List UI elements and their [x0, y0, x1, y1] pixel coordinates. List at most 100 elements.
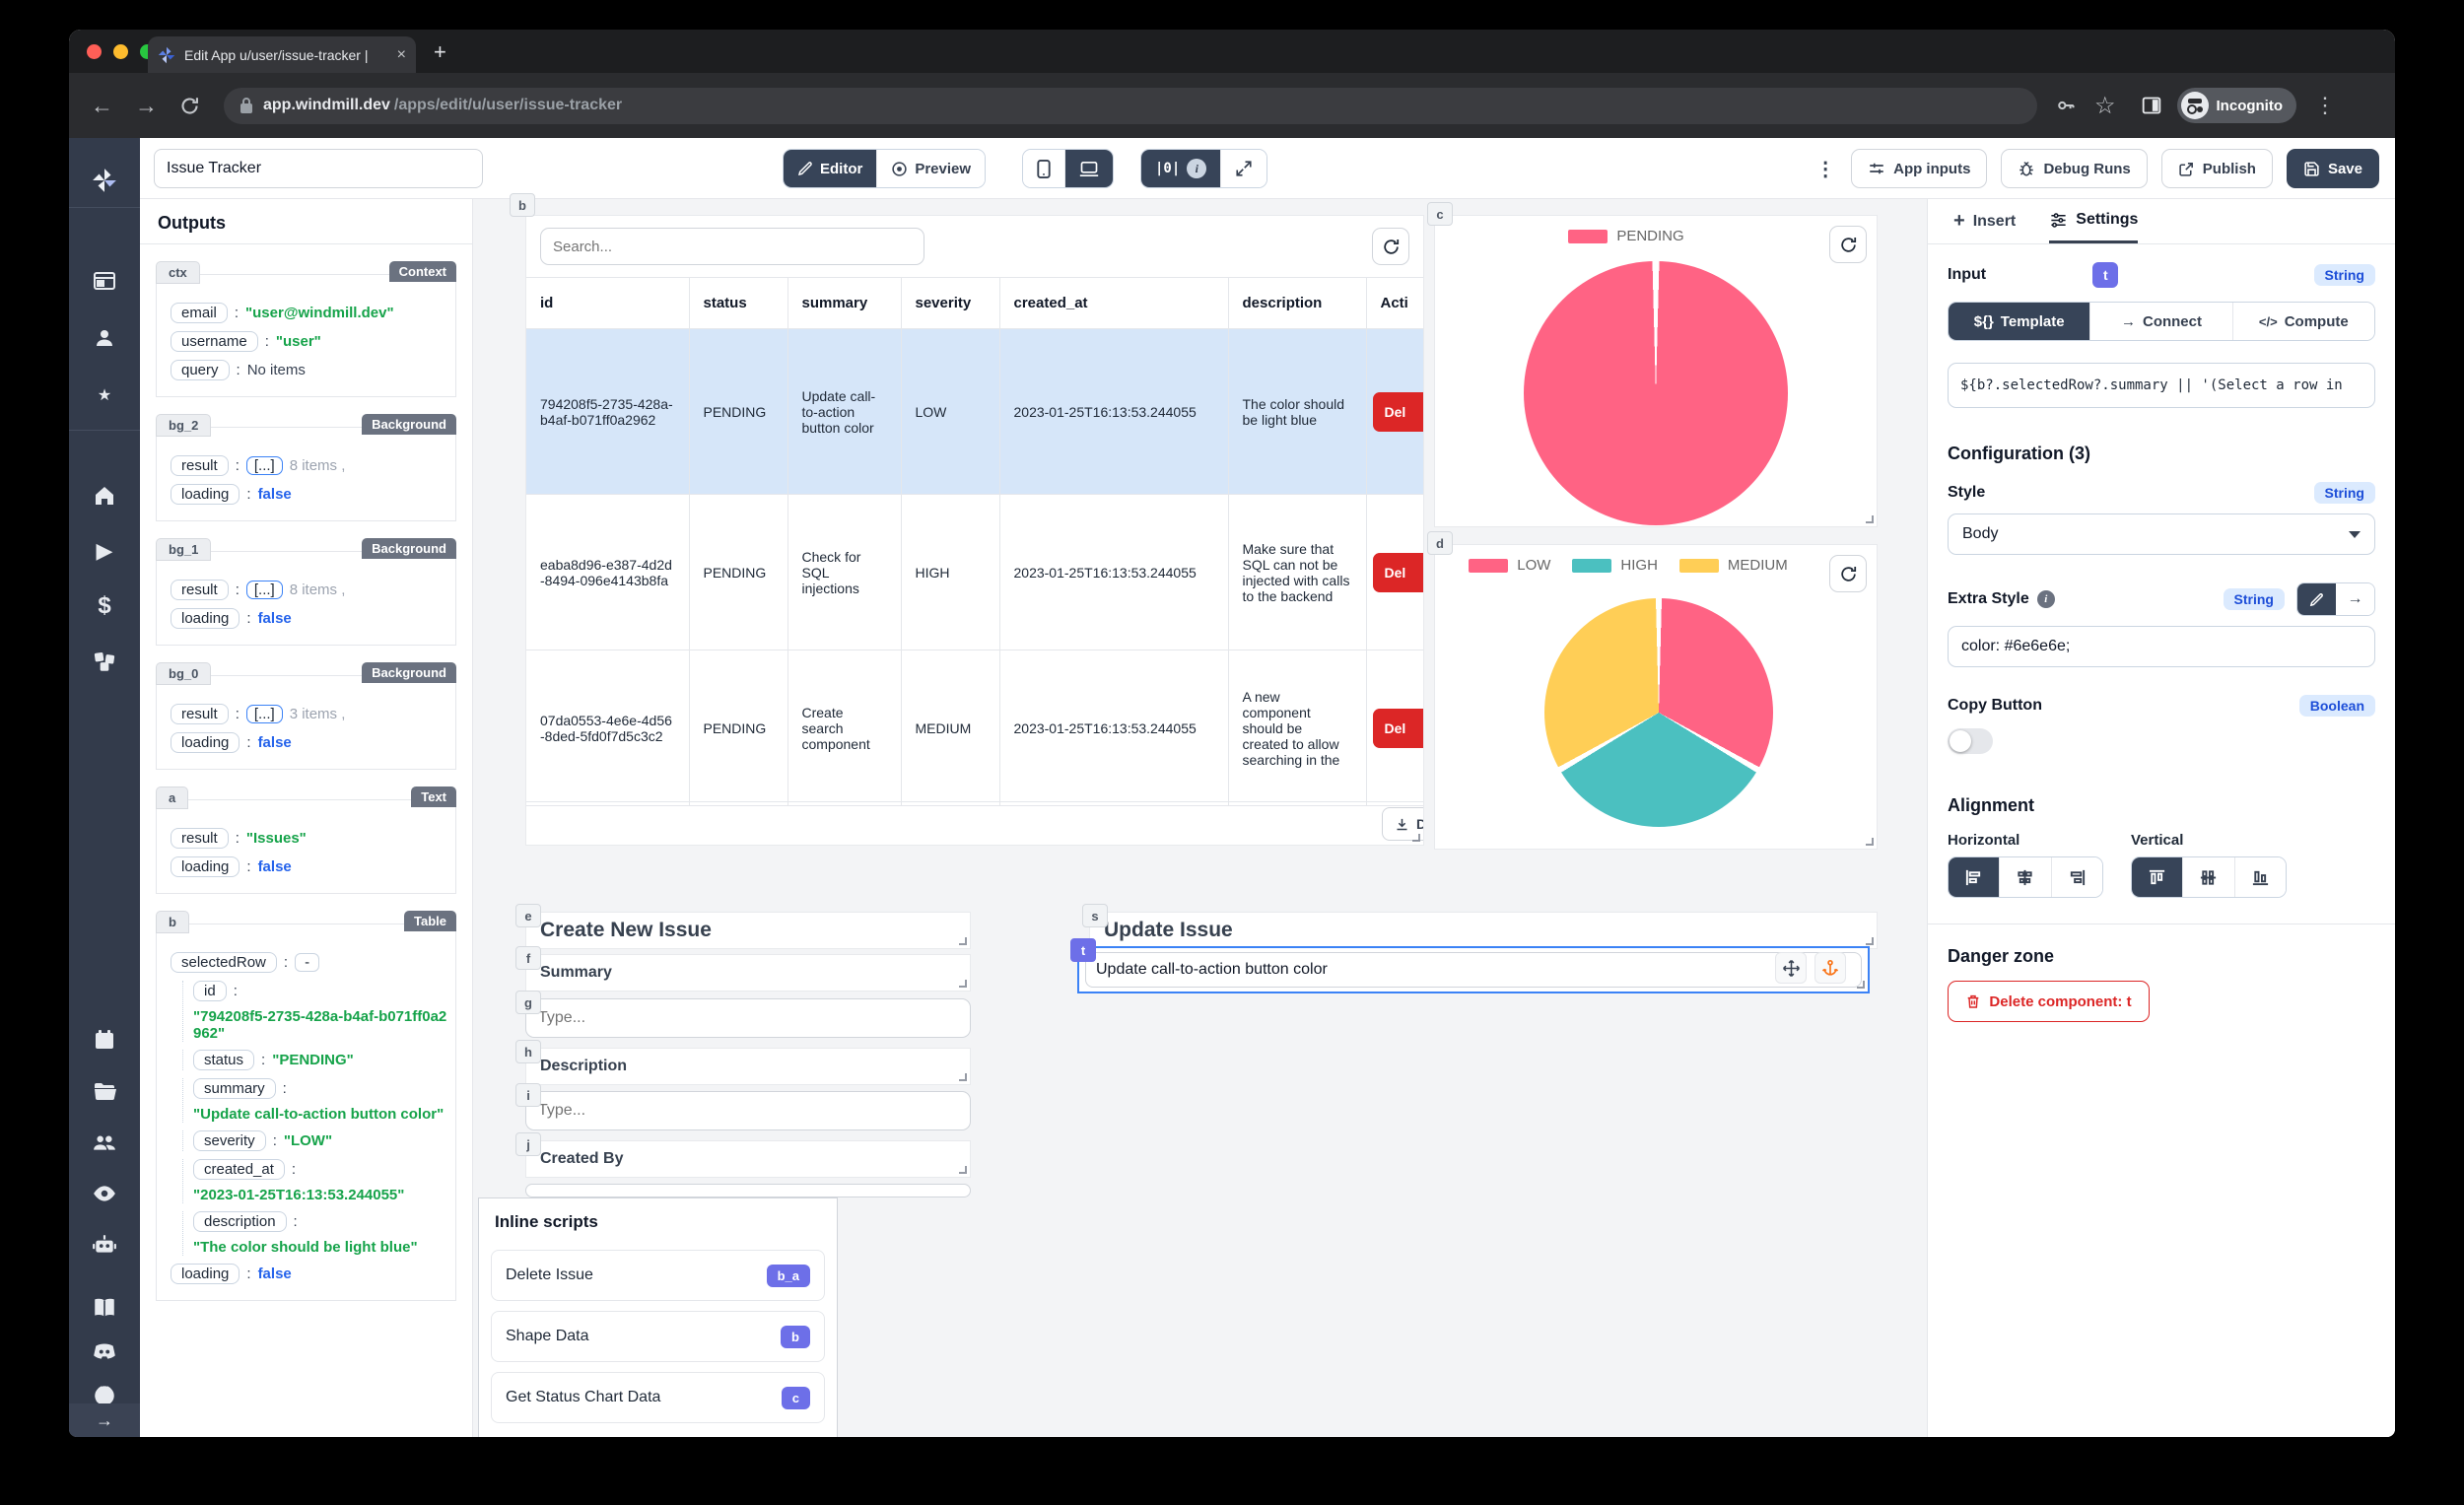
delete-component-button[interactable]: Delete component: t: [1948, 981, 2150, 1022]
resize-handle[interactable]: [959, 1073, 967, 1081]
component-id-chip[interactable]: a: [156, 787, 189, 809]
anchor-icon[interactable]: [1814, 952, 1846, 984]
component-badge-j[interactable]: j: [515, 1132, 541, 1156]
mode-connect[interactable]: → Connect: [2089, 303, 2232, 340]
tab-insert[interactable]: + Insert: [1953, 210, 2017, 232]
output-key[interactable]: username: [171, 331, 258, 352]
created-by-label[interactable]: Created By: [525, 1140, 971, 1178]
browser-tab[interactable]: Edit App u/user/issue-tracker | ×: [148, 36, 416, 73]
summary-input[interactable]: [525, 998, 971, 1038]
collapse-rail-button[interactable]: →: [69, 1403, 140, 1437]
minimize-window-icon[interactable]: [113, 44, 128, 59]
tab-settings[interactable]: Settings: [2049, 199, 2139, 243]
folders-icon[interactable]: [90, 1076, 119, 1106]
output-key[interactable]: status: [193, 1050, 255, 1070]
schema-explorer-toggle[interactable]: |0| i: [1141, 150, 1221, 187]
favorites-star-icon[interactable]: ★: [97, 387, 112, 404]
component-badge-e[interactable]: e: [515, 904, 541, 927]
table-row[interactable]: eaba8d96-e387-4d2d-8494-096e4143b8fa PEN…: [526, 494, 1423, 650]
apps-icon[interactable]: [90, 266, 119, 296]
output-key[interactable]: selectedRow: [171, 952, 277, 973]
new-tab-button[interactable]: +: [434, 39, 446, 64]
home-icon[interactable]: [90, 481, 119, 511]
refresh-icon[interactable]: [1372, 228, 1409, 265]
user-icon[interactable]: [90, 323, 119, 353]
output-key[interactable]: summary: [193, 1078, 276, 1099]
resize-handle[interactable]: [1866, 515, 1874, 523]
windmill-logo-icon[interactable]: [90, 166, 119, 195]
component-id-chip[interactable]: bg_1: [156, 538, 212, 561]
align-center-vertical-icon[interactable]: [2182, 857, 2234, 897]
side-panel-icon[interactable]: [2142, 96, 2161, 115]
style-select[interactable]: Body: [1948, 513, 2375, 555]
output-key[interactable]: loading: [171, 732, 240, 753]
component-badge-f[interactable]: f: [515, 946, 541, 970]
browser-menu-icon[interactable]: ⋮: [2314, 93, 2337, 117]
runs-play-icon[interactable]: ▶: [96, 538, 113, 563]
create-issue-title[interactable]: Create New Issue: [525, 912, 971, 949]
severity-pie-chart[interactable]: [1544, 598, 1773, 827]
selected-component-badge-t[interactable]: t: [1070, 938, 1096, 962]
description-label[interactable]: Description: [525, 1048, 971, 1085]
back-button[interactable]: ←: [91, 92, 113, 118]
resize-handle[interactable]: [959, 1166, 967, 1174]
output-key[interactable]: result: [171, 580, 229, 600]
mode-compute[interactable]: </> Compute: [2231, 303, 2374, 340]
inline-script-item[interactable]: Delete Issue b_a: [491, 1250, 825, 1301]
component-badge-b[interactable]: b: [510, 193, 535, 217]
resize-handle[interactable]: [1866, 937, 1874, 945]
align-right-icon[interactable]: [2050, 857, 2102, 897]
variables-dollar-icon[interactable]: $: [98, 592, 111, 619]
publish-button[interactable]: Publish: [2160, 149, 2273, 188]
description-input[interactable]: [525, 1091, 971, 1130]
output-value[interactable]: [...]: [245, 705, 283, 723]
github-icon[interactable]: [90, 1380, 119, 1409]
align-top-icon[interactable]: [2132, 857, 2183, 897]
refresh-icon[interactable]: [1829, 226, 1867, 263]
align-center-horizontal-icon[interactable]: [1999, 857, 2051, 897]
desktop-view-icon[interactable]: [1064, 150, 1113, 187]
selected-text-component[interactable]: [1077, 946, 1870, 993]
discord-icon[interactable]: [90, 1336, 119, 1366]
password-key-icon[interactable]: [2055, 95, 2077, 116]
delete-row-button[interactable]: Del: [1372, 708, 1423, 748]
component-badge-i[interactable]: i: [515, 1083, 541, 1107]
app-name-input[interactable]: [154, 149, 483, 188]
output-value[interactable]: -: [295, 953, 320, 972]
component-id-chip[interactable]: b: [156, 911, 189, 933]
component-id-chip[interactable]: bg_0: [156, 662, 212, 685]
address-bar[interactable]: app.windmill.dev/apps/edit/u/user/issue-…: [224, 87, 2037, 124]
debug-runs-button[interactable]: Debug Runs: [2001, 149, 2148, 188]
output-key[interactable]: severity: [193, 1130, 266, 1151]
output-key[interactable]: id: [193, 981, 227, 1001]
table-row[interactable]: 794208f5-2735-428a-b4af-b071ff0a2962 PEN…: [526, 328, 1423, 495]
legend-item[interactable]: MEDIUM: [1678, 557, 1788, 574]
bookmark-star-icon[interactable]: ☆: [2094, 92, 2116, 119]
component-badge-d[interactable]: d: [1427, 531, 1453, 555]
delete-row-button[interactable]: Del: [1372, 552, 1423, 592]
legend-item[interactable]: LOW: [1469, 557, 1550, 574]
forward-button[interactable]: →: [135, 92, 158, 118]
output-value[interactable]: [...]: [245, 456, 283, 475]
output-key[interactable]: loading: [171, 1264, 240, 1284]
connect-arrow-icon[interactable]: →: [2336, 583, 2374, 615]
created-by-input[interactable]: [525, 1184, 971, 1197]
resize-handle[interactable]: [1866, 838, 1874, 846]
component-id-chip[interactable]: ctx: [156, 261, 200, 284]
mode-template[interactable]: ${} Template: [1949, 303, 2090, 340]
output-key[interactable]: result: [171, 828, 229, 849]
incognito-badge[interactable]: Incognito: [2176, 88, 2297, 123]
legend-item[interactable]: HIGH: [1572, 557, 1658, 574]
workers-robot-icon[interactable]: [90, 1230, 119, 1260]
preview-tab[interactable]: Preview: [876, 150, 986, 187]
align-left-icon[interactable]: [1949, 857, 2000, 897]
component-badge-c[interactable]: c: [1427, 202, 1453, 226]
mobile-view-icon[interactable]: [1023, 150, 1064, 187]
legend-item[interactable]: PENDING: [1568, 228, 1684, 244]
align-bottom-icon[interactable]: [2233, 857, 2286, 897]
output-key[interactable]: loading: [171, 608, 240, 629]
pencil-icon[interactable]: [2297, 583, 2336, 615]
resources-cubes-icon[interactable]: [90, 647, 119, 676]
component-badge-h[interactable]: h: [515, 1040, 541, 1063]
info-icon[interactable]: i: [2036, 590, 2055, 608]
